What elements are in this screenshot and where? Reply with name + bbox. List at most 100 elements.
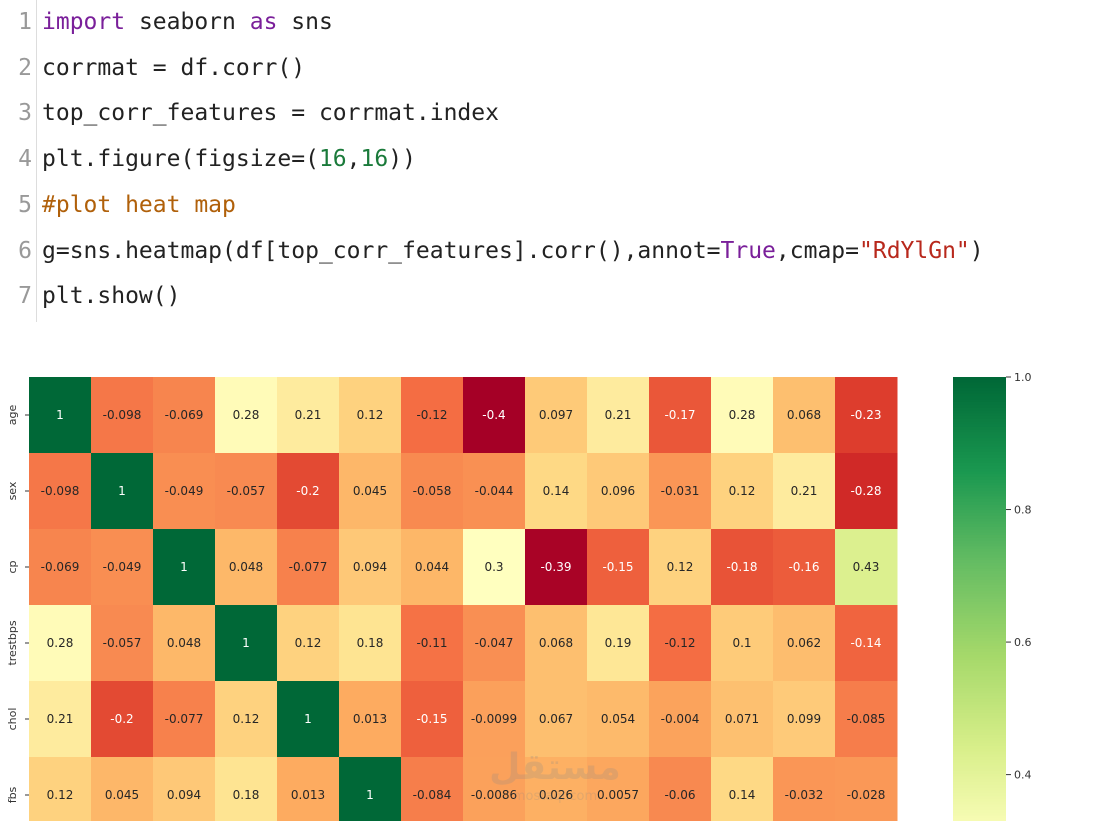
colorbar-segment [953, 562, 1006, 567]
colorbar-segment [953, 382, 1006, 386]
colorbar-segment [953, 557, 1006, 561]
colorbar-segment [953, 759, 1006, 764]
colorbar-segment [953, 682, 1006, 686]
cell-annotation: 0.068 [539, 636, 573, 650]
colorbar-segment [953, 515, 1006, 520]
cell-annotation: 0.12 [295, 636, 322, 650]
heatmap-cell [773, 377, 836, 454]
cell-annotation: 0.1 [732, 636, 751, 650]
colorbar-segment [953, 585, 1006, 589]
code-line: 7 plt.show() [0, 279, 1110, 313]
colorbar-segment [953, 407, 1006, 411]
colorbar-segment [953, 579, 1006, 583]
code-line: 4 plt.figure(figsize=(16,16)) [0, 142, 1110, 176]
colorbar-segment [953, 507, 1006, 511]
colorbar-segment [953, 643, 1006, 647]
heatmap-cell [401, 453, 464, 530]
heatmap-cell [277, 757, 340, 821]
cell-annotation: 0.28 [729, 408, 756, 422]
heatmap-cell [339, 605, 402, 682]
colorbar-segment [953, 399, 1006, 403]
heatmap-cell [649, 453, 712, 530]
colorbar-segment [953, 535, 1006, 539]
heatmap-cell [587, 453, 650, 530]
colorbar-segment [953, 471, 1006, 475]
colorbar-segment [953, 721, 1006, 725]
code-line: 2 corrmat = df.corr() [0, 51, 1110, 85]
code-token: as [249, 9, 278, 35]
colorbar: 1.0 0.8 0.6 0.4 [953, 371, 1032, 821]
cell-annotation: -0.23 [850, 408, 881, 422]
code-token: #plot heat map [42, 191, 236, 218]
colorbar-segment [953, 654, 1006, 658]
heatmap-cell [773, 529, 836, 606]
line-number: 4 [18, 146, 32, 173]
code-token: True [720, 237, 776, 264]
colorbar-segment [953, 532, 1006, 536]
cell-annotation: 0.013 [291, 788, 325, 802]
colorbar-segment [953, 807, 1006, 811]
colorbar-segment [953, 665, 1006, 669]
heatmap-cell [215, 605, 278, 682]
heatmap-cell [711, 529, 774, 606]
line-number: 1 [18, 9, 32, 35]
cell-annotation: -0.0099 [471, 712, 517, 726]
heatmap-cell [711, 757, 774, 821]
colorbar-segment [953, 457, 1006, 461]
heatmap-cell [339, 757, 402, 821]
colorbar-segment [953, 668, 1006, 672]
colorbar-segment [953, 718, 1006, 722]
colorbar-segment [953, 765, 1006, 769]
colorbar-segment [953, 734, 1006, 739]
y-tick-label: chol [6, 708, 19, 731]
colorbar-segment [953, 751, 1006, 755]
heatmap-cell [91, 377, 154, 454]
colorbar-segment [953, 657, 1006, 661]
cell-annotation: -0.004 [661, 712, 700, 726]
colorbar-segment [953, 479, 1006, 484]
heatmap-cell [215, 453, 278, 530]
colorbar-segment [953, 784, 1006, 789]
colorbar-segment [953, 476, 1006, 481]
colorbar-segment [953, 773, 1006, 778]
colorbar-segment [953, 607, 1006, 611]
cell-annotation: -0.28 [850, 484, 881, 498]
cell-annotation: 0.21 [47, 712, 74, 726]
colorbar-segment [953, 637, 1006, 642]
colorbar-segment [953, 707, 1006, 711]
colorbar-segment [953, 748, 1006, 753]
heatmap-cell [525, 757, 588, 821]
code-token: corrmat = df.corr() [42, 54, 306, 81]
cell-annotation: 0.14 [729, 788, 756, 802]
colorbar-segment [953, 429, 1006, 434]
cell-annotation: -0.058 [413, 484, 452, 498]
code-token: plt.show() [42, 283, 181, 310]
code-text: corrmat = df.corr() [42, 51, 305, 85]
cell-annotation: 0.18 [233, 788, 260, 802]
colorbar-segment [953, 388, 1006, 392]
heatmap-cell [463, 529, 526, 606]
colorbar-segment [953, 615, 1006, 620]
heatmap-cell [835, 453, 898, 530]
colorbar-segment [953, 568, 1006, 572]
cell-annotation: -0.031 [661, 484, 700, 498]
colorbar-segment [953, 640, 1006, 644]
code-cell[interactable]: 1 import seaborn as sns 2 corrmat = df.corr… [0, 0, 1110, 322]
heatmap-cell [29, 605, 92, 682]
cell-annotation: -0.15 [602, 560, 633, 574]
heatmap-cell [153, 529, 216, 606]
colorbar-segment [953, 440, 1006, 445]
colorbar-segment [953, 618, 1006, 622]
code-text: plt.show() [42, 279, 180, 313]
line-number-gutter [0, 0, 37, 322]
colorbar-segment [953, 635, 1006, 639]
cell-annotation: 1 [180, 560, 188, 574]
colorbar-segment [953, 715, 1006, 719]
colorbar-segment [953, 463, 1006, 467]
heatmap-cell [649, 377, 712, 454]
heatmap-cell [153, 453, 216, 530]
colorbar-segment [953, 815, 1006, 819]
cell-annotation: 0.12 [47, 788, 74, 802]
colorbar-segment [953, 574, 1006, 578]
colorbar-segment [953, 776, 1006, 780]
